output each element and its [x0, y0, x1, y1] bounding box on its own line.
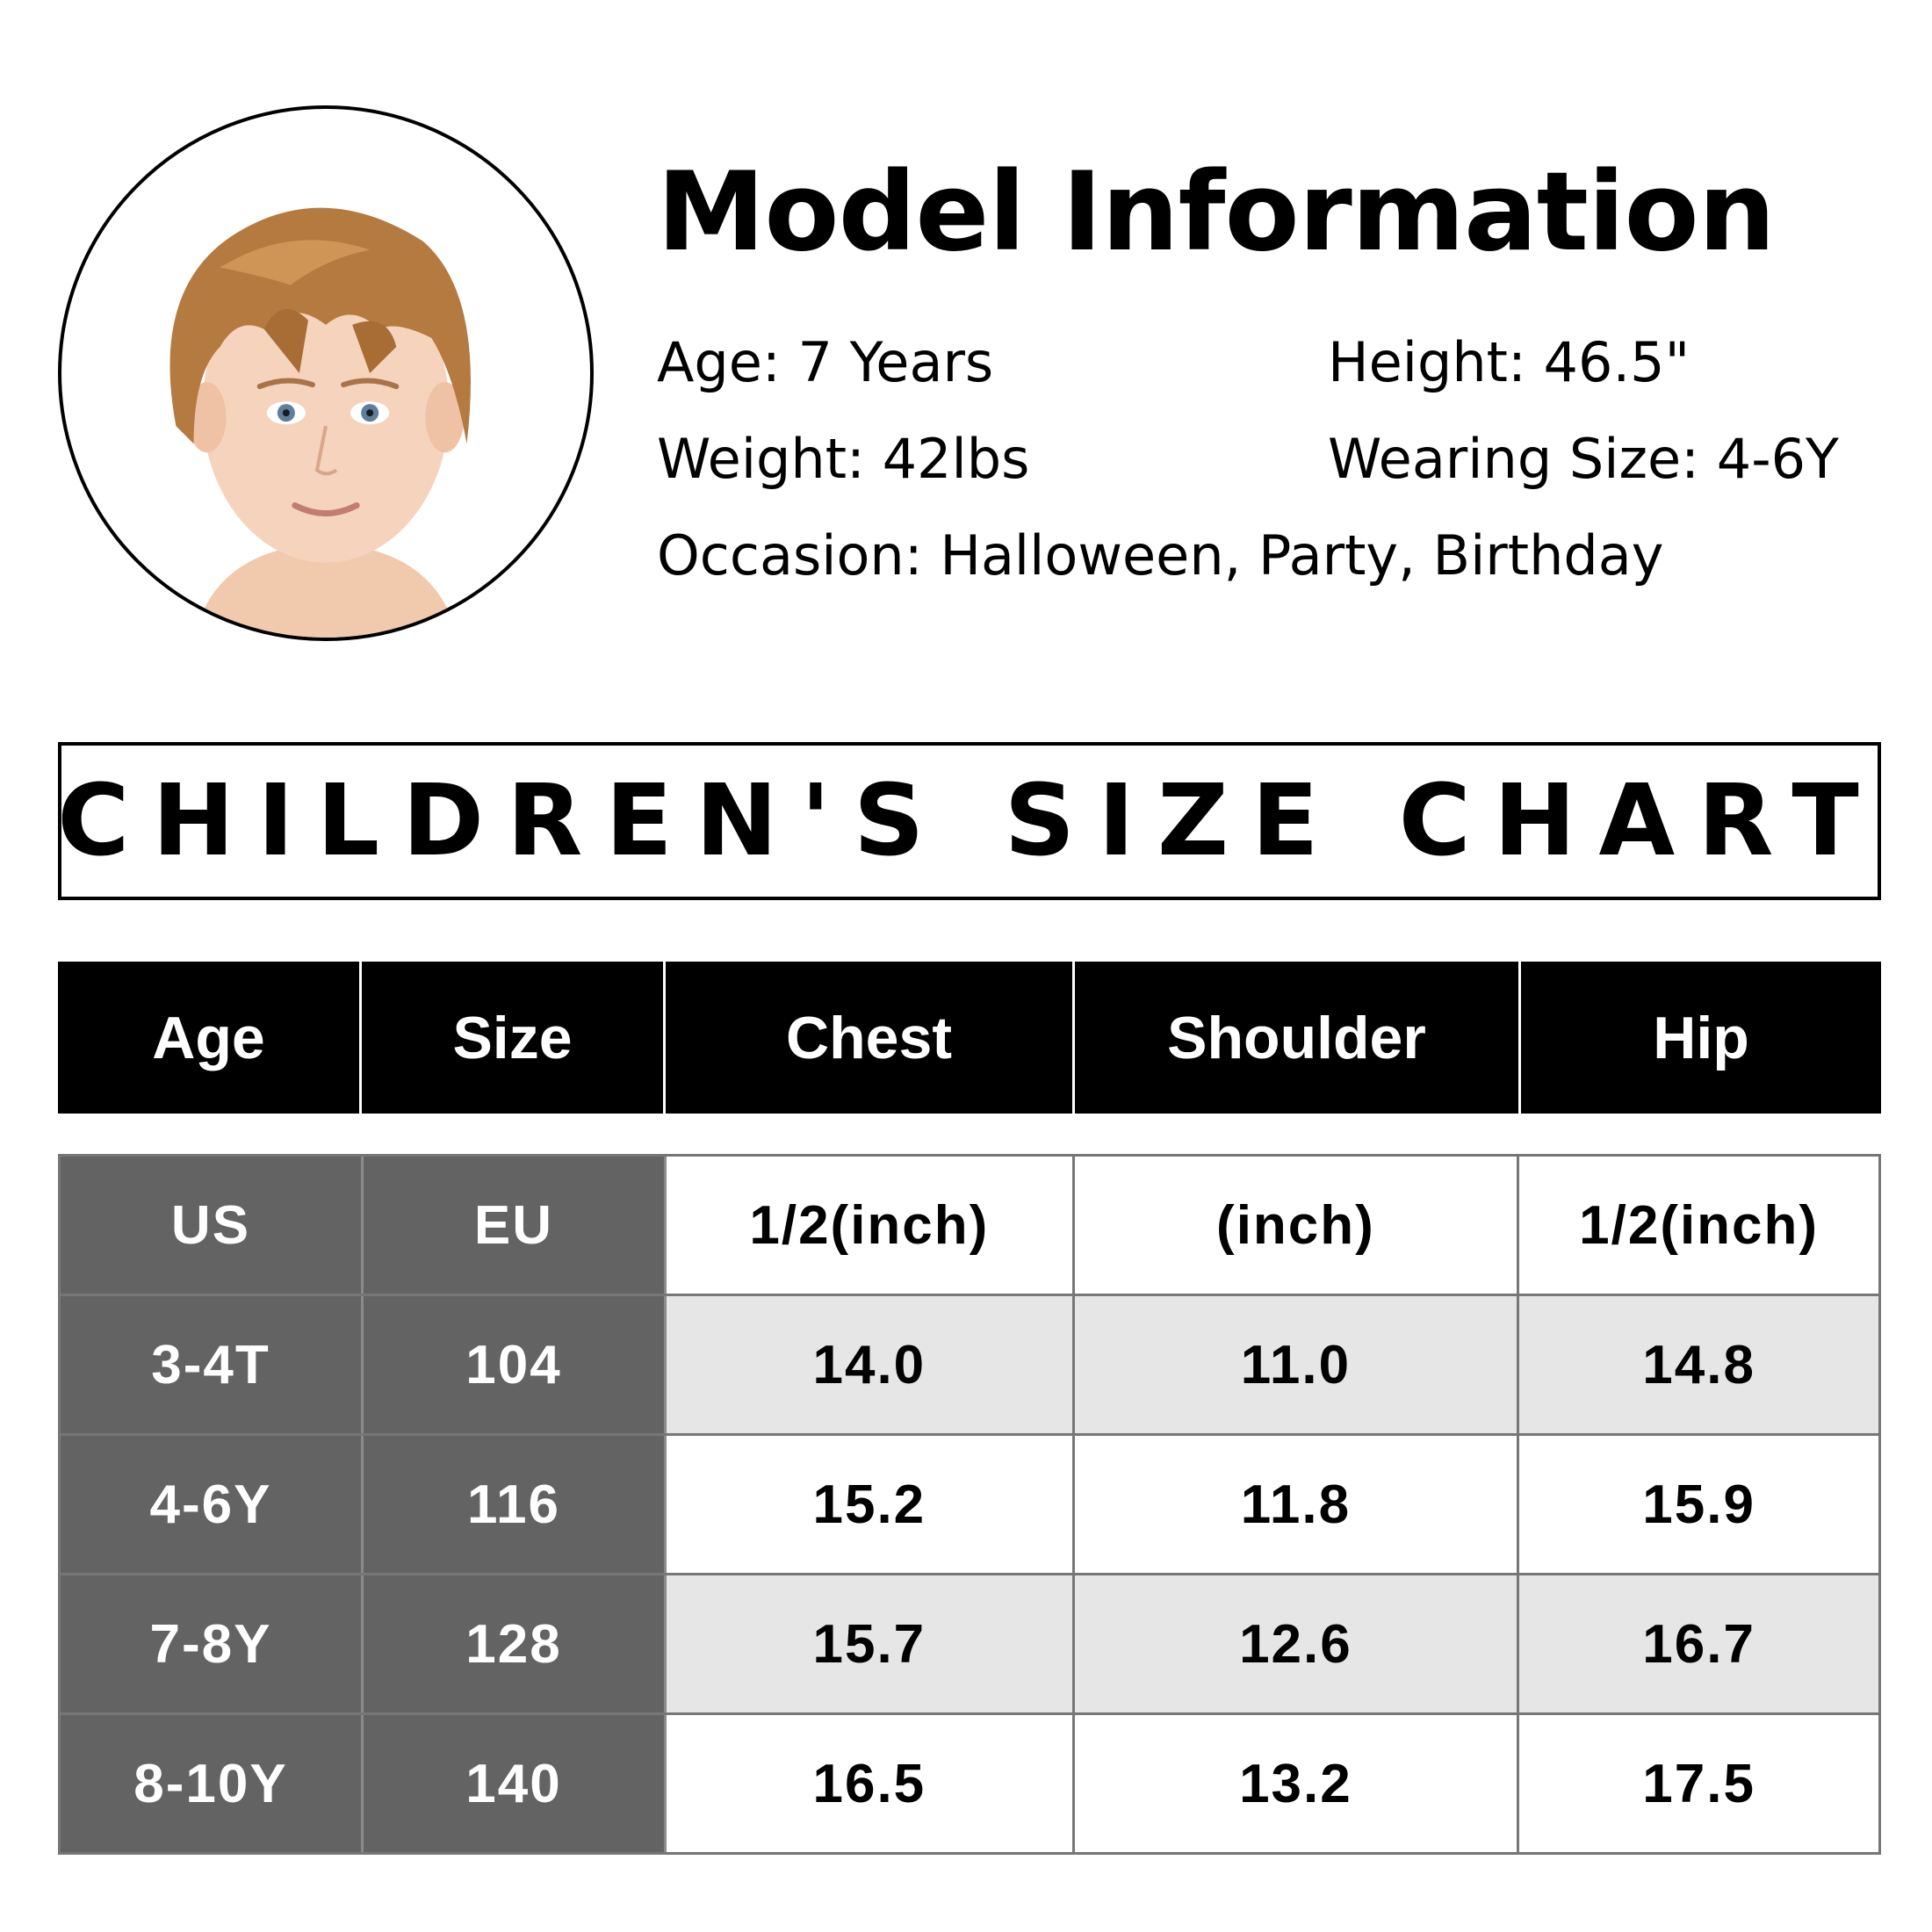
cell-age: 4-6Y	[61, 1436, 364, 1573]
header-chest: Chest	[666, 962, 1075, 1114]
header-age: Age	[58, 962, 362, 1114]
table-row: 4-6Y 116 15.2 11.8 15.9	[61, 1433, 1878, 1573]
units-row: US EU 1/2(inch) (inch) 1/2(inch)	[61, 1157, 1878, 1294]
unit-chest: 1/2(inch)	[667, 1157, 1075, 1294]
size-chart-title: CHILDREN'S SIZE CHART	[57, 764, 1882, 878]
cell-age: 8-10Y	[61, 1715, 364, 1852]
cell-chest: 14.0	[667, 1296, 1075, 1433]
table-row: 8-10Y 140 16.5 13.2 17.5	[61, 1712, 1878, 1852]
model-occasion: Occasion: Halloween, Party, Birthday	[657, 523, 1664, 588]
model-info-title: Model Information	[657, 149, 1776, 276]
cell-chest: 16.5	[667, 1715, 1075, 1852]
cell-hip: 15.9	[1519, 1436, 1878, 1573]
size-table-header: Age Size Chest Shoulder Hip	[58, 962, 1881, 1114]
cell-shoulder: 12.6	[1074, 1575, 1520, 1712]
unit-eu: EU	[364, 1157, 667, 1294]
cell-size: 140	[364, 1715, 667, 1852]
model-height: Height: 46.5"	[1328, 330, 1690, 394]
cell-hip: 16.7	[1519, 1575, 1878, 1712]
cell-shoulder: 11.8	[1074, 1436, 1520, 1573]
size-chart-title-box: CHILDREN'S SIZE CHART	[57, 742, 1882, 900]
model-wearing-size: Wearing Size: 4-6Y	[1328, 427, 1839, 491]
cell-size: 104	[364, 1296, 667, 1433]
cell-size: 128	[364, 1575, 667, 1712]
header-hip: Hip	[1653, 1004, 1749, 1071]
cell-shoulder: 11.0	[1074, 1296, 1520, 1433]
table-row: 3-4T 104 14.0 11.0 14.8	[61, 1294, 1878, 1433]
cell-chest: 15.2	[667, 1436, 1075, 1573]
unit-us: US	[61, 1157, 364, 1294]
size-table: US EU 1/2(inch) (inch) 1/2(inch) 3-4T 10…	[58, 1154, 1881, 1855]
model-photo	[58, 105, 594, 641]
cell-age: 7-8Y	[61, 1575, 364, 1712]
child-portrait-image	[169, 207, 471, 638]
cell-hip: 17.5	[1519, 1715, 1878, 1852]
cell-age: 3-4T	[61, 1296, 364, 1433]
unit-hip: 1/2(inch)	[1519, 1157, 1878, 1294]
header-size: Size	[362, 962, 666, 1114]
table-row: 7-8Y 128 15.7 12.6 16.7	[61, 1573, 1878, 1712]
cell-chest: 15.7	[667, 1575, 1075, 1712]
header-shoulder: Shoulder	[1075, 962, 1521, 1114]
model-age: Age: 7 Years	[657, 330, 994, 394]
cell-shoulder: 13.2	[1074, 1715, 1520, 1852]
model-weight: Weight: 42lbs	[657, 427, 1030, 491]
unit-shoulder: (inch)	[1074, 1157, 1520, 1294]
cell-size: 116	[364, 1436, 667, 1573]
cell-hip: 14.8	[1519, 1296, 1878, 1433]
